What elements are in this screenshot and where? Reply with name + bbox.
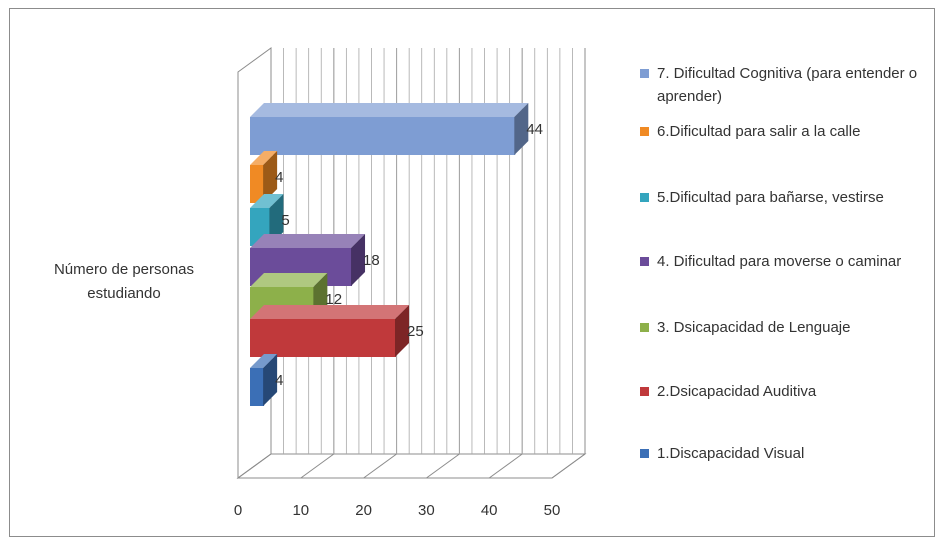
bar-top [250,273,328,287]
legend-label: 3. Dsicapacidad de Lenguaje [657,319,851,336]
bar-top [250,151,278,165]
floor-gridline [300,453,335,479]
x-axis-ticks: 0 10 20 30 40 50 [234,502,561,519]
floor-gridline [426,453,460,479]
floor-gridline [237,453,272,479]
legend-swatch [640,127,649,136]
legend-swatch [640,449,649,458]
bar-side [263,151,278,203]
bar-side [269,194,284,246]
legend-item: 3. Dsicapacidad de Lenguaje [640,316,937,339]
data-label: 4 [275,169,283,186]
category-label-line2: estudiando [87,285,160,302]
x-tick-label: 40 [481,502,498,519]
x-tick-label: 50 [544,502,561,519]
legend-label: 5.Dificultad para bañarse, vestirse [657,189,884,206]
bar-top [250,234,366,248]
bar-top [250,103,529,117]
legend-swatch [640,257,649,266]
bar-side [395,305,409,357]
legend-swatch [640,193,649,202]
legend-item: 2.Dsicapacidad Auditiva [640,380,937,403]
floor-gridline [488,453,523,479]
bar-front [250,117,516,155]
category-label-line1: Número de personas [54,261,194,278]
bar-top [250,354,278,368]
x-tick-label: 20 [355,502,372,519]
bar-front [250,368,265,406]
legend-item: 6.Dificultad para salir a la calle [640,120,937,143]
data-label: 18 [363,252,380,269]
x-tick-label: 10 [292,502,309,519]
bar-top [250,305,409,319]
legend-swatch [640,69,649,78]
legend-label: 7. Dificultad Cognitiva (para entender o… [657,65,918,105]
bar-side [514,103,529,155]
data-label: 44 [526,121,543,138]
floor [236,453,587,479]
legend-item: 5.Dificultad para bañarse, vestirse [640,186,937,209]
bars-group [250,103,529,406]
bar-top [250,194,284,208]
bar-front [250,165,265,203]
x-tick-label: 30 [418,502,435,519]
floor-gridline [363,453,397,479]
legend-item: 1.Discapacidad Visual [640,442,937,465]
bar-side [263,354,278,406]
data-label: 5 [281,212,289,229]
data-label: 25 [407,323,424,340]
x-tick-label: 0 [234,502,242,519]
bar-front [250,319,396,357]
floor-gridline [551,453,586,479]
legend-label: 6.Dificultad para salir a la calle [657,123,861,140]
legend-item: 7. Dificultad Cognitiva (para entender o… [640,62,937,108]
legend-swatch [640,323,649,332]
data-label: 4 [275,372,283,389]
legend-item: 4. Dificultad para moverse o caminar [640,250,937,273]
legend-label: 4. Dificultad para moverse o caminar [657,253,902,270]
legend-label: 2.Dsicapacidad Auditiva [657,383,817,400]
legend-swatch [640,387,649,396]
legend-label: 1.Discapacidad Visual [657,445,805,462]
bar-side [351,234,366,286]
data-label: 12 [325,291,342,308]
